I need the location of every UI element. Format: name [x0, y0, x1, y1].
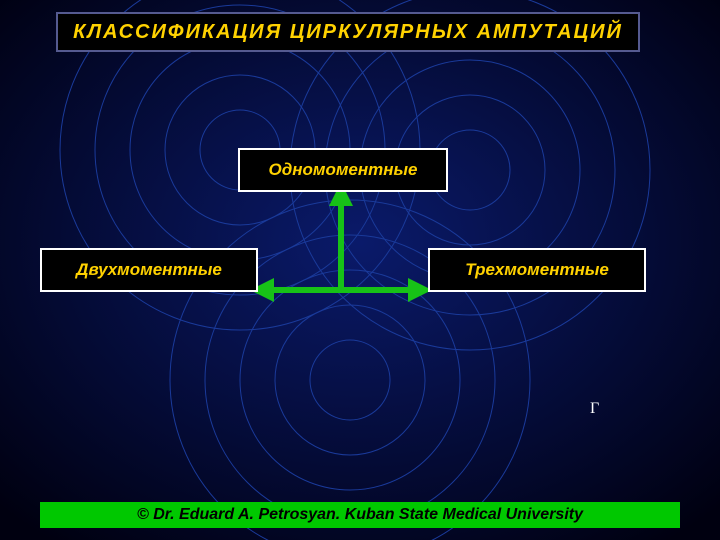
stray-glyph: Г — [590, 400, 599, 418]
slide-stage: КЛАССИФИКАЦИЯ ЦИРКУЛЯРНЫХ АМПУТАЦИЙ Одно… — [0, 0, 720, 540]
node-right: Трехмоментные — [428, 248, 646, 292]
node-top: Одномоментные — [238, 148, 448, 192]
node-left: Двухмоментные — [40, 248, 258, 292]
slide-title: КЛАССИФИКАЦИЯ ЦИРКУЛЯРНЫХ АМПУТАЦИЙ — [56, 12, 640, 52]
footer-credit: © Dr. Eduard A. Petrosyan. Kuban State M… — [40, 502, 680, 528]
